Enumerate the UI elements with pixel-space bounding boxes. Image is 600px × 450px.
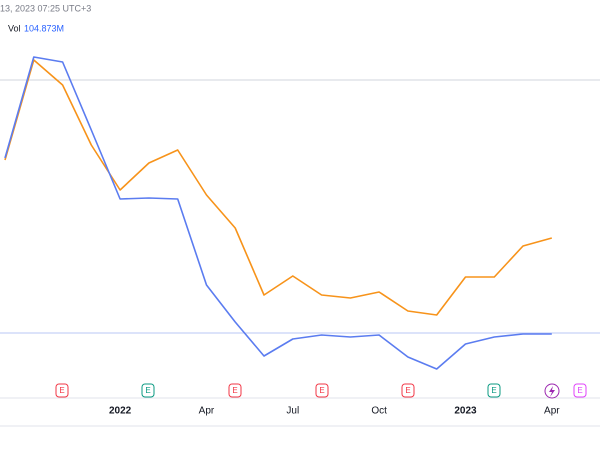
event-label: E	[59, 386, 64, 395]
event-badge	[315, 383, 329, 398]
event-badge	[487, 383, 501, 398]
event-label: E	[232, 386, 237, 395]
x-tick-label: Apr	[544, 406, 560, 417]
event-badge	[228, 383, 242, 398]
event-badge	[573, 383, 587, 398]
volume-value: 104.873M	[24, 23, 64, 33]
event-label: E	[491, 386, 496, 395]
header-datetime: 13, 2023 07:25 UTC+3	[0, 3, 91, 13]
x-tick-label: Apr	[199, 406, 215, 417]
series-line	[4, 59, 553, 316]
event-badge	[141, 383, 155, 398]
series-line	[4, 56, 552, 370]
event-label: E	[145, 386, 150, 395]
event-label: E	[319, 386, 324, 395]
x-tick-label: 2022	[109, 406, 132, 417]
event-badge	[401, 383, 415, 398]
event-badge	[55, 383, 69, 398]
x-tick-label: 2023	[454, 406, 477, 417]
volume-label: Vol	[8, 23, 21, 33]
event-label: E	[405, 386, 410, 395]
x-tick-label: Oct	[371, 406, 387, 417]
event-label: E	[577, 386, 582, 395]
lightning-icon	[544, 383, 560, 399]
x-tick-label: Jul	[286, 406, 299, 417]
